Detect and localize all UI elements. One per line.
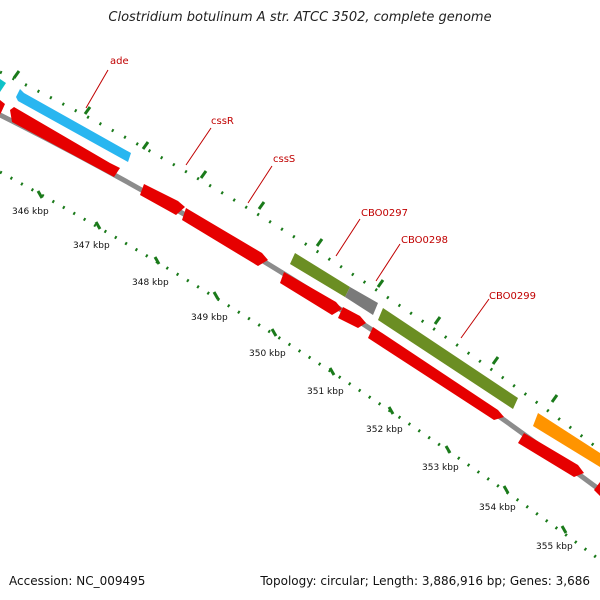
feature-red-cssS[interactable]: [182, 208, 268, 266]
tick-mark: [270, 328, 278, 337]
kbp-label: 352 kbp: [366, 425, 403, 435]
kbp-label: 347 kbp: [73, 241, 110, 251]
scale-ring-inner: [0, 170, 600, 562]
feature-cbo0299[interactable]: [378, 308, 518, 409]
kbp-label: 348 kbp: [132, 278, 169, 288]
tick-mark: [212, 291, 220, 300]
gene-label-cbo0298[interactable]: CBO0298: [401, 235, 448, 246]
kbp-label: 355 kbp: [536, 542, 573, 552]
feature-red-cssR[interactable]: [140, 184, 185, 215]
genome-backbone: [0, 112, 600, 493]
feature-red-2[interactable]: [280, 272, 342, 315]
gene-label-cbo0299[interactable]: CBO0299: [489, 291, 536, 302]
tick-mark: [502, 485, 510, 494]
kbp-label: 350 kbp: [249, 349, 286, 359]
tick-mark: [433, 316, 442, 325]
feature-cbo0298-grey[interactable]: [345, 287, 378, 315]
feature-red-4[interactable]: [368, 327, 504, 420]
tick-mark: [153, 256, 161, 265]
tick-mark: [141, 141, 150, 150]
feature-fragment-red-edge[interactable]: [594, 482, 600, 496]
kbp-label: 351 kbp: [307, 387, 344, 397]
tick-mark: [36, 190, 44, 199]
gene-label-cbo0297[interactable]: CBO0297: [361, 208, 408, 219]
tick-mark: [550, 394, 559, 403]
tick-mark: [560, 525, 568, 534]
feature-fragment-red[interactable]: [0, 100, 5, 115]
tick-mark: [12, 70, 21, 79]
tick-mark: [315, 238, 324, 247]
feature-red-5[interactable]: [518, 433, 584, 477]
accession-text: Accession: NC_009495: [9, 574, 146, 588]
gene-label-leaders: [85, 69, 490, 339]
gene-labels: ade cssR cssS CBO0297 CBO0298 CBO0299: [110, 56, 536, 302]
gene-label-ade[interactable]: ade: [110, 56, 129, 67]
kbp-label: 346 kbp: [12, 207, 49, 217]
map-title: Clostridium botulinum A str. ATCC 3502, …: [108, 10, 492, 25]
kbp-label: 354 kbp: [479, 503, 516, 513]
feature-red-3[interactable]: [338, 307, 366, 328]
tick-mark: [199, 170, 208, 179]
gene-label-cssS[interactable]: cssS: [273, 154, 295, 165]
tick-mark: [94, 221, 102, 230]
feature-cbo0297[interactable]: [290, 253, 350, 297]
kbp-label: 353 kbp: [422, 463, 459, 473]
kbp-label: 349 kbp: [191, 313, 228, 323]
tick-mark: [83, 106, 92, 115]
inner-major-ticks: [36, 190, 568, 534]
tick-mark: [387, 406, 395, 415]
tick-mark: [444, 445, 452, 454]
tick-mark: [328, 367, 336, 376]
feature-ade[interactable]: [16, 89, 131, 162]
outer-major-ticks: [12, 70, 559, 403]
genome-stats-text: Topology: circular; Length: 3,886,916 bp…: [260, 574, 590, 588]
tick-mark: [491, 356, 500, 365]
gene-label-cssR[interactable]: cssR: [211, 116, 234, 127]
feature-fragment-cyan[interactable]: [0, 79, 6, 92]
feature-red-1[interactable]: [10, 107, 120, 177]
kbp-labels: 346 kbp 347 kbp 348 kbp 349 kbp 350 kbp …: [12, 207, 573, 552]
feature-orange[interactable]: [533, 413, 600, 467]
feature-track-inner: [0, 100, 600, 496]
feature-track-outer: [0, 79, 600, 467]
tick-mark: [376, 279, 385, 288]
tick-mark: [257, 201, 266, 210]
